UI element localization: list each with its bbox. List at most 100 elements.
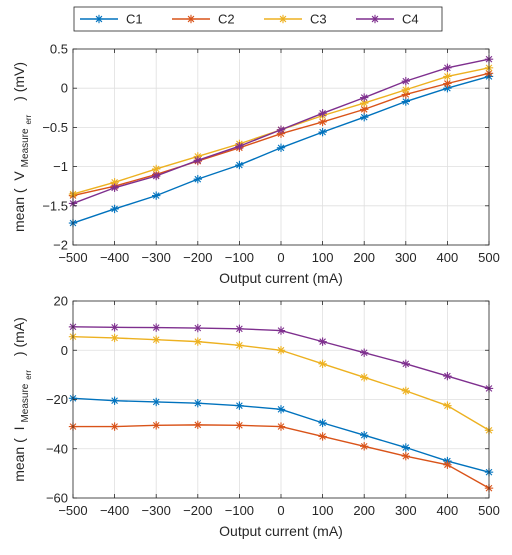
data-point [152, 171, 161, 181]
data-point [443, 460, 452, 469]
x-tick-label: 400 [437, 503, 459, 518]
data-point [235, 401, 244, 410]
legend-label: C2 [218, 12, 235, 27]
data-point [360, 373, 369, 382]
x-tick-label: −400 [100, 250, 129, 265]
data-point [360, 105, 369, 114]
voltage-x-axis-label: Output current (mA) [219, 270, 343, 286]
data-point [110, 183, 119, 192]
legend-label: C1 [126, 12, 143, 27]
y-tick-label: 0 [61, 343, 68, 358]
data-point [152, 335, 161, 344]
data-point [401, 76, 410, 86]
current-y-axis-label: mean ( I Measure err ) (mA) [11, 317, 34, 482]
voltage-y-label-prefix: mean ( [11, 188, 27, 232]
data-point [360, 431, 369, 440]
y-tick-label: −1 [53, 159, 68, 174]
data-point [276, 143, 286, 152]
y-tick-label: −2 [53, 238, 68, 253]
data-point [193, 323, 202, 333]
x-tick-label: −300 [142, 503, 171, 518]
legend-entry-c3: C3 [264, 12, 327, 27]
data-point [443, 72, 452, 81]
current-y-label-suffix: ) (mA) [11, 317, 27, 356]
data-point [193, 337, 202, 346]
data-point [401, 386, 410, 396]
voltage-y-label-subscript: Measure [20, 128, 31, 167]
current-y-label-subsub: err [24, 370, 33, 380]
data-point [193, 398, 202, 408]
x-tick-label: 300 [395, 503, 417, 518]
x-tick-label: 300 [395, 250, 417, 265]
data-point [276, 326, 286, 335]
current-y-label-subscript: Measure [20, 383, 31, 422]
current-y-label-prefix: mean ( [11, 438, 27, 482]
data-point [318, 432, 327, 441]
legend-label: C3 [310, 12, 327, 27]
data-point [152, 323, 161, 332]
x-tick-label: −400 [100, 503, 129, 518]
data-point [318, 418, 327, 428]
data-point [235, 421, 244, 430]
current-error-chart: −500 −400 −300 −200 −100 0 100 200 300 400 500 200… [11, 294, 500, 540]
legend-marker [186, 14, 196, 24]
data-point [276, 405, 286, 414]
x-tick-label: 400 [437, 250, 459, 265]
data-point [235, 160, 244, 170]
data-point [360, 113, 369, 122]
voltage-y-axis-label: mean ( V Measure err ) (mV) [11, 62, 34, 232]
data-point [193, 420, 202, 430]
data-point [401, 451, 410, 461]
data-point [152, 164, 161, 174]
y-tick-label: 20 [54, 294, 68, 309]
x-tick-label: −200 [183, 250, 212, 265]
voltage-x-ticks: −500 −400 −300 −200 −100 0 100 200 300 400 500 [58, 49, 500, 265]
voltage-y-ticks: 0.5 0 −0.5 −1 −1.5 −2 [42, 42, 489, 253]
x-tick-label: −300 [142, 250, 171, 265]
legend: C1 C2 C3 C4 [73, 6, 443, 32]
voltage-error-chart: −500 −400 −300 −200 −100 0 100 200 300 400 500 0.5… [11, 42, 500, 287]
data-point [318, 127, 327, 137]
data-point [193, 156, 202, 165]
data-point [152, 421, 161, 430]
data-point [360, 348, 369, 357]
voltage-series [68, 54, 494, 228]
data-point [401, 97, 410, 106]
data-point [443, 63, 452, 73]
series-c4 [68, 322, 494, 393]
voltage-y-label-subsub: err [24, 114, 33, 124]
y-tick-label: −20 [46, 392, 68, 407]
data-point [318, 337, 327, 346]
data-point [401, 85, 410, 94]
data-point [110, 323, 119, 332]
legend-marker [370, 14, 380, 24]
data-point [276, 125, 286, 134]
legend-marker [94, 14, 104, 24]
data-point [318, 359, 327, 368]
data-point [110, 422, 119, 431]
x-tick-label: 200 [353, 250, 375, 265]
y-tick-label: 0 [61, 81, 68, 96]
x-tick-label: 500 [478, 250, 500, 265]
data-point [360, 98, 369, 108]
x-tick-label: 500 [478, 503, 500, 518]
data-point [276, 422, 286, 431]
data-point [235, 341, 244, 350]
legend-entry-c1: C1 [80, 12, 143, 27]
data-point [276, 346, 286, 355]
current-x-ticks: −500 −400 −300 −200 −100 0 100 200 300 400 500 [58, 301, 500, 518]
data-point [360, 93, 369, 102]
x-tick-label: 100 [312, 503, 334, 518]
voltage-y-label-symbol: V [11, 171, 27, 181]
legend-entry-c2: C2 [172, 12, 235, 27]
legend-label: C4 [402, 12, 419, 27]
y-tick-label: 0.5 [50, 42, 68, 57]
y-tick-label: −1.5 [42, 198, 68, 213]
x-tick-label: 100 [312, 250, 334, 265]
current-x-axis-label: Output current (mA) [219, 523, 343, 539]
x-tick-label: −500 [58, 503, 87, 518]
x-tick-label: 0 [277, 250, 284, 265]
data-point [318, 109, 327, 118]
data-point [443, 79, 452, 88]
